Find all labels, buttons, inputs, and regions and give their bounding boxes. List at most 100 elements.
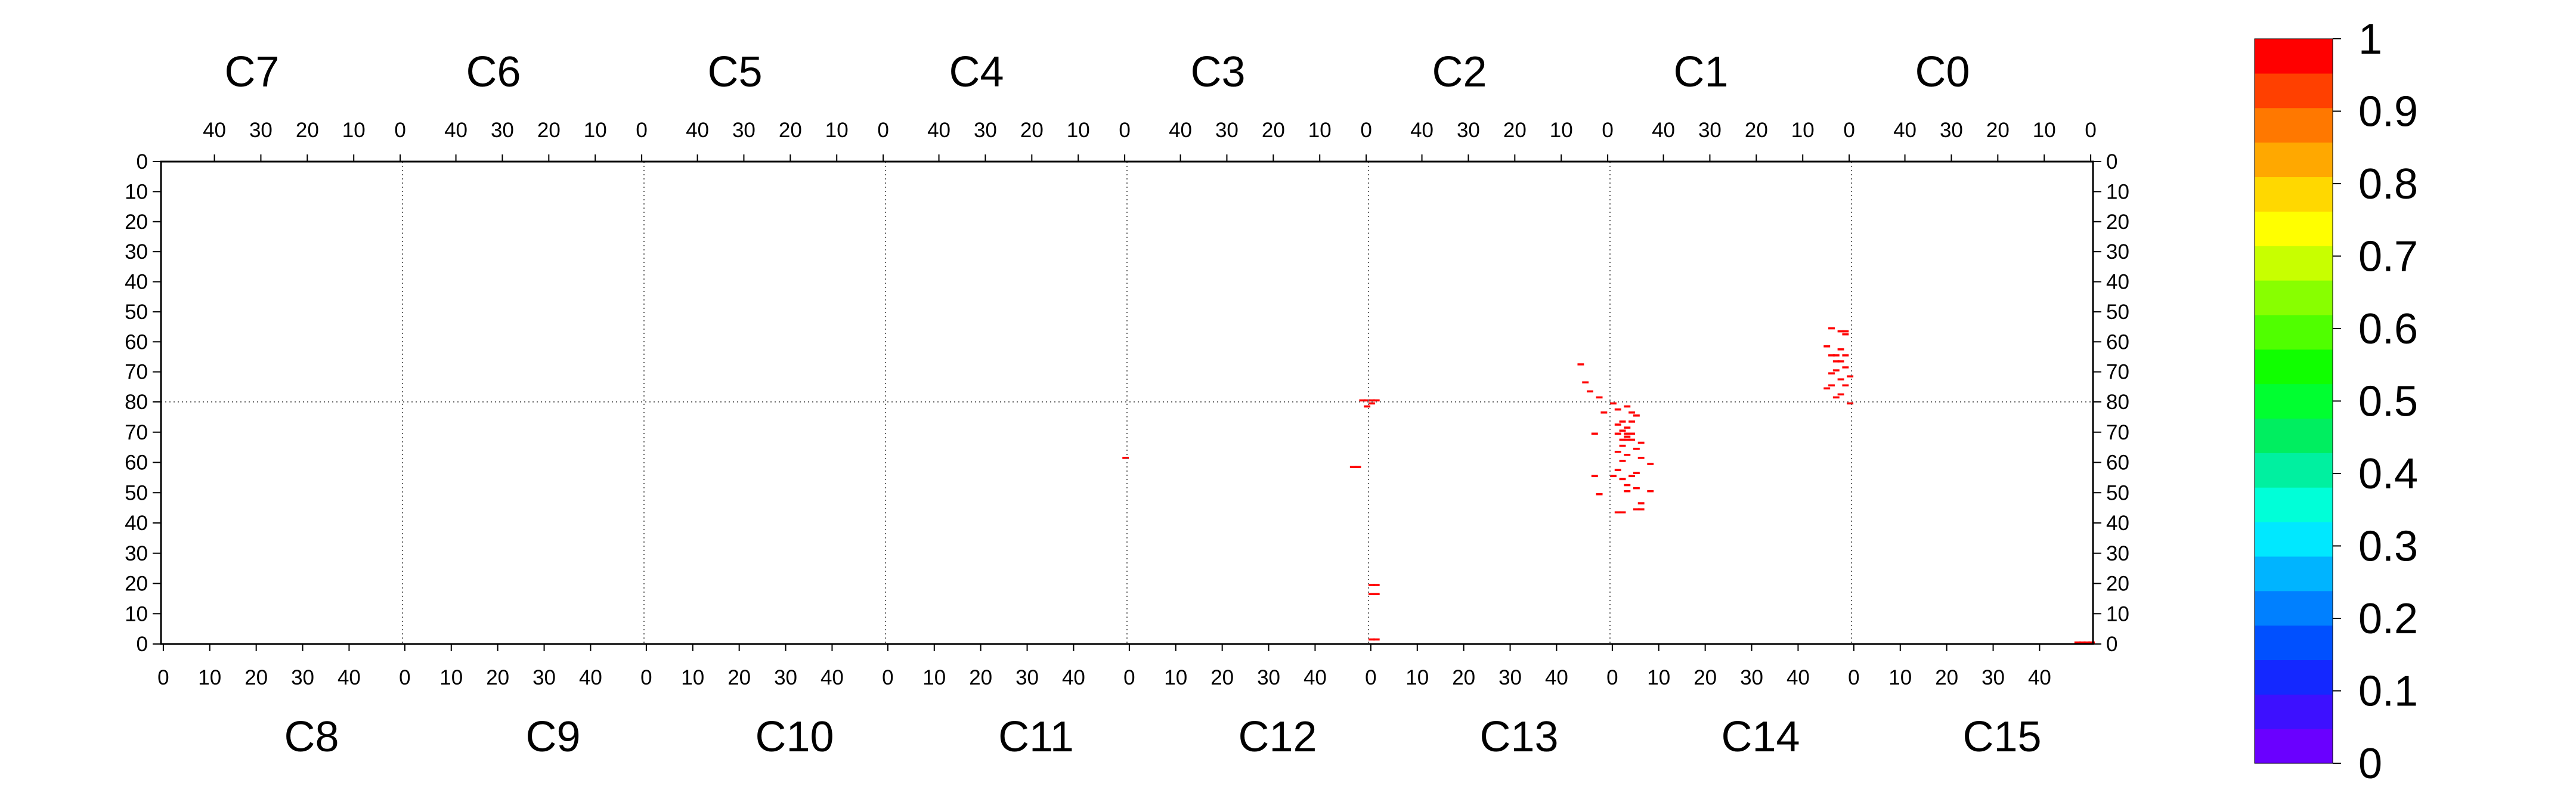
bottom-col-tick-label: 10: [681, 666, 704, 689]
hit-pixel: [1828, 327, 1835, 330]
hit-pixel: [1122, 457, 1129, 459]
bottom-chip-label: C8: [284, 713, 339, 761]
bottom-col-tick-label: 10: [439, 666, 463, 689]
top-col-tick-label: 40: [1893, 119, 1916, 142]
frame-rect: [160, 160, 2094, 645]
bottom-col-tick-label: 40: [821, 666, 844, 689]
top-col-tick-label: 30: [249, 119, 273, 142]
bottom-col-tick-label: 40: [1062, 666, 1085, 689]
row-tick-label-right: 20: [2106, 210, 2129, 234]
hit-pixel: [1610, 475, 1617, 478]
row-tick-label-left: 30: [125, 542, 148, 565]
bottom-chip-label: C10: [755, 713, 834, 761]
bottom-col-tick-label: 40: [338, 666, 361, 689]
colorbar-band: [2255, 453, 2333, 488]
colorbar-band: [2255, 107, 2333, 143]
hit-pixel: [1628, 411, 1636, 414]
top-col-tick-label: 0: [1119, 119, 1130, 142]
bottom-col-tick-label: 40: [579, 666, 602, 689]
row-tick-label-right: 30: [2106, 240, 2129, 264]
hit-pixel: [1633, 487, 1640, 490]
axes: 40 30 20 10 0 40 30 20 10 0 40 30 20 10 0 40 30 20 10 0 40 30…: [125, 119, 2129, 689]
row-tick-label-left: 10: [125, 602, 148, 626]
top-col-tick-label: 10: [1791, 119, 1815, 142]
row-tick-label-left: 50: [125, 481, 148, 504]
hit-pixel: [2074, 641, 2081, 644]
hit-pixel: [1577, 363, 1584, 366]
hit-pixel: [1637, 457, 1645, 459]
hit-pixel: [1373, 638, 1380, 641]
colorbar-band: [2255, 729, 2333, 764]
colorbar-tick-label: 0.1: [2358, 668, 2418, 716]
colorbar-tick-label: 0.7: [2358, 233, 2418, 281]
colorbar-tick-label: 0.9: [2358, 88, 2418, 136]
hit-pixel: [1842, 333, 1849, 336]
hit-pixel: [1354, 466, 1361, 468]
top-col-tick-label: 30: [732, 119, 756, 142]
colorbar-tick-label: 0.4: [2358, 450, 2418, 498]
colorbar-band: [2255, 73, 2333, 109]
hit-pixel: [1591, 475, 1598, 478]
bottom-col-tick-label: 0: [157, 666, 169, 689]
hit-pixel: [1619, 438, 1626, 441]
bottom-col-tick-label: 30: [1740, 666, 1763, 689]
top-chip-label: C3: [1190, 48, 1245, 96]
hit-pixel: [1619, 478, 1626, 481]
hit-pixel: [1842, 330, 1849, 333]
row-tick-label-left: 40: [125, 271, 148, 294]
top-col-tick-label: 20: [537, 119, 561, 142]
row-tick-label-right: 40: [2106, 512, 2129, 535]
bottom-chip-label: C14: [1721, 713, 1800, 761]
hit-pixel: [1624, 435, 1631, 438]
hit-pixel: [1628, 432, 1636, 435]
bottom-col-tick-label: 10: [922, 666, 946, 689]
top-col-tick-label: 10: [342, 119, 366, 142]
hit-pixel: [1828, 384, 1835, 387]
bottom-col-tick-label: 0: [399, 666, 410, 689]
hit-pixel: [1633, 414, 1640, 417]
bottom-col-tick-label: 20: [1693, 666, 1717, 689]
bottom-col-tick-label: 40: [1304, 666, 1327, 689]
colorbar-band: [2255, 39, 2333, 74]
colorbar-band: [2255, 314, 2333, 350]
hit-pixel: [1368, 638, 1375, 641]
hit-pixel: [1619, 420, 1626, 423]
bottom-col-tick-label: 20: [1452, 666, 1475, 689]
row-tick-label-right: 60: [2106, 330, 2129, 354]
top-col-tick-label: 30: [1698, 119, 1722, 142]
hit-pixel: [1619, 444, 1626, 447]
bottom-col-tick-label: 0: [1848, 666, 1859, 689]
row-tick-label-left: 20: [125, 572, 148, 596]
bottom-chip-label: C15: [1962, 713, 2041, 761]
hit-pixel: [1837, 393, 1844, 396]
hit-pixel: [1832, 354, 1840, 357]
bottom-col-tick-label: 0: [1606, 666, 1618, 689]
row-tick-label-right: 70: [2106, 421, 2129, 444]
colorbar-band: [2255, 556, 2333, 592]
row-tick-label-left: 60: [125, 330, 148, 354]
top-col-tick-label: 10: [1067, 119, 1090, 142]
hit-pixel: [1832, 396, 1840, 399]
hit-pixel: [1828, 354, 1835, 357]
colorbar-band: [2255, 246, 2333, 281]
bottom-col-tick-label: 30: [774, 666, 797, 689]
hit-pixel: [2083, 641, 2091, 644]
row-tick-label-right: 20: [2106, 572, 2129, 596]
bottom-col-tick-label: 0: [1123, 666, 1135, 689]
hit-pixel: [1614, 432, 1621, 435]
row-tick-label-left: 10: [125, 180, 148, 203]
top-col-tick-label: 10: [1308, 119, 1332, 142]
top-chip-label: C5: [707, 48, 762, 96]
top-col-tick-label: 0: [394, 119, 405, 142]
hit-pixel: [1837, 330, 1844, 333]
row-tick-label-right: 40: [2106, 271, 2129, 294]
colorbar-tick-label: 0.5: [2358, 378, 2418, 426]
top-chip-label: C7: [224, 48, 279, 96]
hit-pixel: [1619, 511, 1626, 514]
bottom-col-tick-label: 40: [2028, 666, 2051, 689]
bottom-col-tick-label: 30: [532, 666, 556, 689]
row-tick-label-left: 20: [125, 210, 148, 234]
colorbar-tick-label: 0.2: [2358, 595, 2418, 643]
top-col-tick-label: 40: [1410, 119, 1433, 142]
hit-pixel: [1847, 402, 1854, 405]
